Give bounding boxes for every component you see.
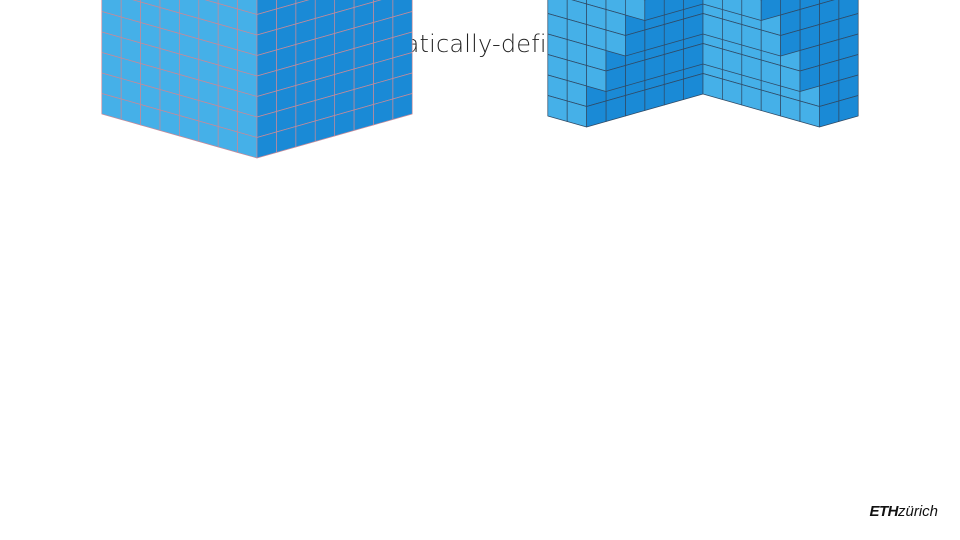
voxel-right-face <box>644 0 665 21</box>
solid-voxel-block <box>101 0 413 159</box>
filtered-voxel-block <box>547 0 859 128</box>
eth-zurich-logo: ETHzürich <box>869 503 938 520</box>
voxel-right-face <box>819 100 840 128</box>
voxel-right-face <box>625 29 646 57</box>
voxel-right-face <box>586 100 607 128</box>
logo-eth-text: ETH <box>869 503 898 520</box>
logo-zurich-text: zürich <box>897 503 938 520</box>
voxel-right-face <box>780 29 801 57</box>
voxel-right-face <box>256 131 277 159</box>
voxel-right-face <box>799 65 820 92</box>
voxel-right-face <box>605 65 626 92</box>
voxel-right-face <box>760 0 781 21</box>
